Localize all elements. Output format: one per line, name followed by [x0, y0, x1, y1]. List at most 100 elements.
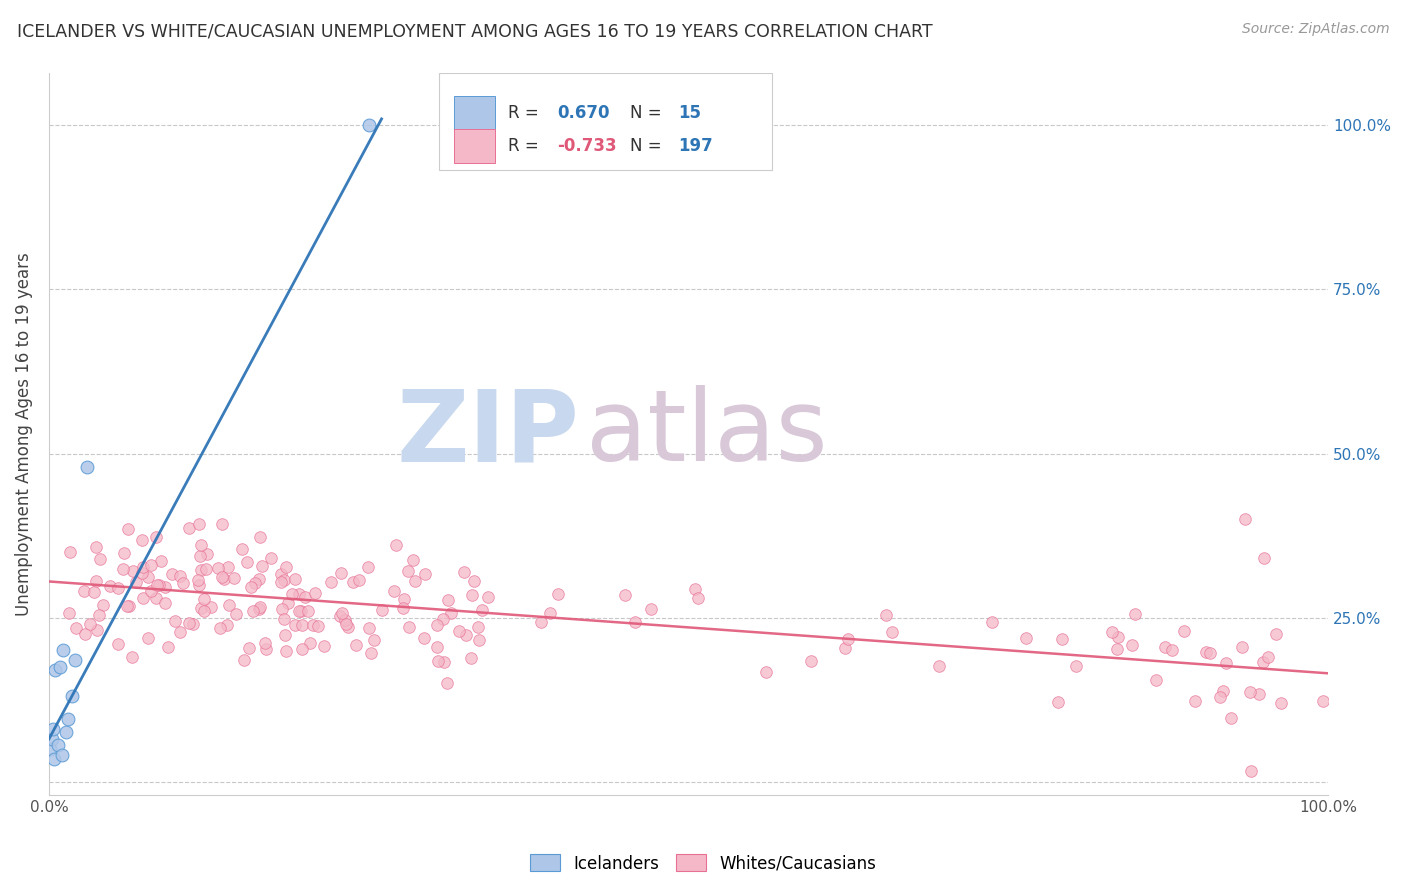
Point: [136, 570, 159, 584]
Point: [547, 587, 569, 601]
Point: [1064, 659, 1087, 673]
Point: [118, 599, 141, 613]
Point: [312, 640, 335, 654]
Point: [58, 606, 80, 620]
Point: [385, 538, 408, 552]
Point: [187, 578, 209, 592]
Point: [190, 601, 212, 615]
Point: [440, 606, 463, 620]
Point: [42, 751, 65, 765]
Point: [402, 553, 425, 567]
Point: [273, 573, 295, 587]
Point: [321, 574, 343, 589]
Point: [63, 653, 86, 667]
Point: [928, 658, 950, 673]
Point: [342, 575, 364, 590]
Point: [1312, 694, 1334, 708]
Point: [253, 636, 276, 650]
Point: [471, 603, 494, 617]
Point: [187, 573, 209, 587]
Point: [337, 620, 360, 634]
Text: Source: ZipAtlas.com: Source: ZipAtlas.com: [1241, 22, 1389, 37]
Point: [357, 119, 380, 133]
Point: [329, 566, 352, 581]
Point: [1123, 607, 1146, 622]
Point: [177, 616, 200, 631]
Point: [463, 574, 485, 588]
Point: [413, 566, 436, 581]
Point: [169, 569, 191, 583]
Point: [56, 712, 79, 726]
Point: [139, 583, 162, 598]
Point: [404, 574, 426, 588]
Point: [468, 633, 491, 648]
Text: 15: 15: [678, 104, 702, 122]
Point: [76, 459, 98, 474]
Point: [284, 572, 307, 586]
Point: [190, 563, 212, 577]
Point: [240, 580, 263, 594]
Point: [1161, 642, 1184, 657]
Point: [347, 573, 370, 587]
Point: [195, 547, 218, 561]
Point: [60, 690, 83, 704]
Point: [86, 623, 108, 637]
Point: [194, 561, 217, 575]
Point: [1212, 684, 1234, 698]
Point: [42, 722, 65, 736]
Point: [1270, 697, 1292, 711]
Point: [236, 555, 259, 569]
Point: [363, 633, 385, 648]
Point: [117, 599, 139, 614]
Point: [247, 572, 270, 586]
Point: [640, 602, 662, 616]
Point: [179, 521, 201, 535]
Point: [426, 654, 449, 668]
Point: [875, 608, 897, 623]
Point: [1195, 645, 1218, 659]
Point: [274, 628, 297, 642]
Bar: [454, 128, 495, 163]
Point: [880, 624, 903, 639]
Point: [1154, 640, 1177, 655]
Point: [1173, 624, 1195, 638]
Point: [132, 591, 155, 606]
Point: [238, 640, 260, 655]
Point: [1239, 685, 1261, 699]
Point: [1105, 642, 1128, 657]
Point: [242, 604, 264, 618]
Point: [225, 607, 247, 622]
Text: ICELANDER VS WHITE/CAUCASIAN UNEMPLOYMENT AMONG AGES 16 TO 19 YEARS CORRELATION : ICELANDER VS WHITE/CAUCASIAN UNEMPLOYMEN…: [17, 22, 932, 40]
Point: [433, 655, 456, 669]
Point: [1209, 690, 1232, 704]
Point: [148, 578, 170, 592]
Point: [150, 554, 173, 568]
Point: [357, 621, 380, 635]
Legend: Icelanders, Whites/Caucasians: Icelanders, Whites/Caucasians: [523, 847, 883, 880]
Point: [131, 533, 153, 547]
Point: [65, 621, 87, 635]
Point: [117, 522, 139, 536]
Point: [87, 607, 110, 622]
Point: [273, 612, 295, 626]
Point: [346, 638, 368, 652]
Point: [49, 659, 72, 673]
Point: [614, 588, 637, 602]
Point: [294, 590, 316, 604]
Point: [247, 602, 270, 616]
Point: [432, 612, 454, 626]
Point: [755, 665, 778, 679]
Point: [217, 618, 239, 632]
Point: [1247, 687, 1270, 701]
Point: [250, 558, 273, 573]
Point: [477, 590, 499, 604]
Point: [329, 609, 352, 624]
Point: [231, 541, 253, 556]
Point: [454, 628, 477, 642]
Point: [190, 537, 212, 551]
Point: [190, 549, 212, 563]
Point: [193, 591, 215, 606]
Point: [1121, 638, 1143, 652]
Point: [83, 585, 105, 599]
Point: [1050, 632, 1073, 647]
